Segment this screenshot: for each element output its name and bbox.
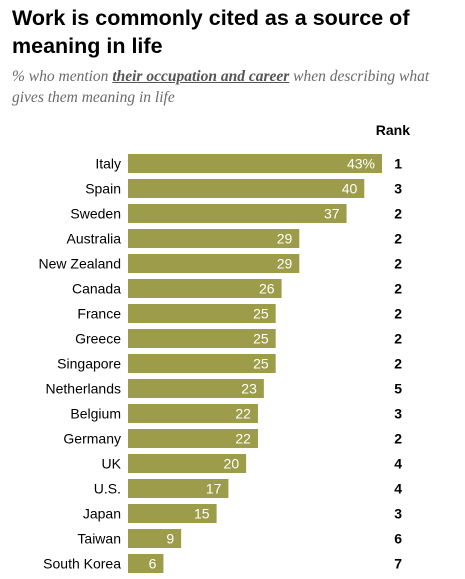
bar [128,254,300,273]
rank-value: 4 [394,481,402,497]
category-label: Netherlands [46,381,122,397]
bar-value-label: 6 [149,556,157,572]
rank-value: 1 [394,156,402,172]
bar-value-label: 22 [235,406,251,422]
rank-value: 5 [394,381,402,397]
rank-value: 2 [394,281,402,297]
bar [128,229,300,248]
bar [128,404,258,423]
bar-value-label: 15 [194,506,210,522]
rank-value: 2 [394,431,402,447]
subtitle-emphasis: their occupation and career [112,68,290,85]
bar [128,304,276,323]
rank-value: 3 [394,506,402,522]
rank-value: 4 [394,456,402,472]
category-label: South Korea [43,556,121,572]
rank-value: 2 [394,331,402,347]
bar [128,429,258,448]
bar-value-label: 22 [235,431,251,447]
bar [128,279,282,298]
rank-column-header: Rank [375,122,410,138]
category-label: Canada [72,281,121,297]
rank-value: 2 [394,356,402,372]
bar-value-label: 26 [259,281,275,297]
rank-value: 6 [394,531,402,547]
bar-value-label: 25 [253,306,269,322]
category-label: Germany [63,431,121,447]
bar-value-label: 43% [347,156,375,172]
category-label: UK [102,456,122,472]
subtitle-suffix: when describing what gives them meaning … [12,68,430,106]
bar [128,554,164,573]
bar-value-label: 25 [253,331,269,347]
rank-value: 7 [394,556,402,572]
category-label: Australia [67,231,122,247]
bar [128,179,365,198]
category-label: Taiwan [77,531,121,547]
bar [128,479,229,498]
subtitle-prefix: % who mention [12,68,113,85]
rank-value: 3 [394,181,402,197]
bar-value-label: 29 [277,231,293,247]
bar-value-label: 23 [241,381,257,397]
bar [128,154,382,173]
bar-value-label: 25 [253,356,269,372]
bar-value-label: 9 [166,531,174,547]
category-label: Greece [75,331,121,347]
bar-value-label: 40 [342,181,358,197]
bar [128,354,276,373]
category-label: Japan [83,506,121,522]
bar [128,204,347,223]
bar [128,504,217,523]
category-label: New Zealand [39,256,122,272]
bar-value-label: 37 [324,206,340,222]
category-label: Italy [95,156,121,172]
bar [128,329,276,348]
bar-value-label: 20 [224,456,240,472]
chart-subtitle: % who mention their occupation and caree… [12,66,452,108]
chart-title: Work is commonly cited as a source of me… [12,6,410,58]
category-label: U.S. [94,481,121,497]
category-label: Singapore [57,356,121,372]
bar [128,529,182,548]
category-label: Belgium [70,406,121,422]
rank-value: 2 [394,256,402,272]
category-label: France [77,306,121,322]
rank-value: 2 [394,231,402,247]
bar-value-label: 29 [277,256,293,272]
bar-value-label: 17 [206,481,222,497]
category-label: Spain [85,181,121,197]
bar [128,379,264,398]
bar [128,454,247,473]
rank-value: 2 [394,206,402,222]
category-label: Sweden [70,206,121,222]
rank-value: 2 [394,306,402,322]
rank-value: 3 [394,406,402,422]
